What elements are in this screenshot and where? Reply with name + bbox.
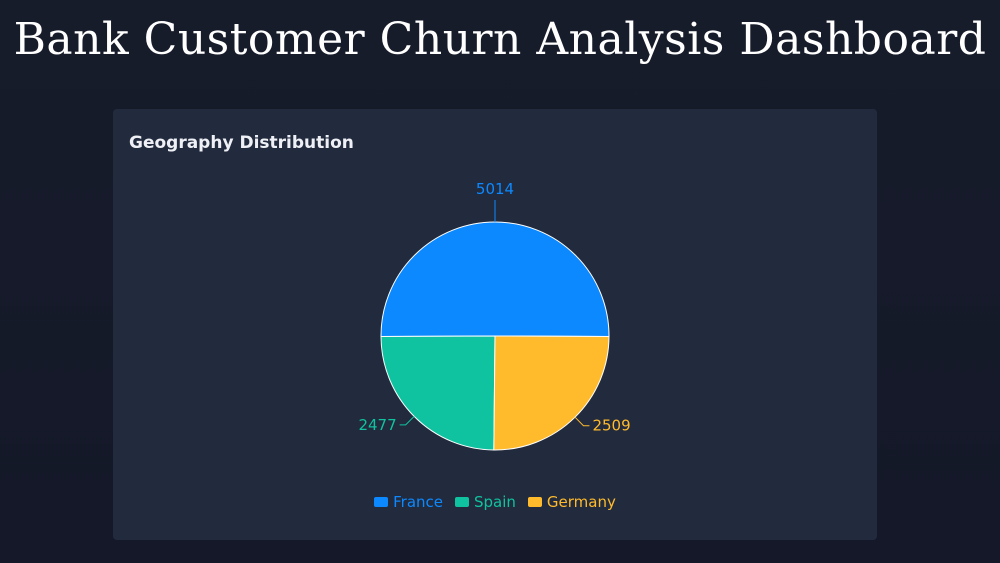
pie-slice-spain[interactable] (380, 335, 496, 451)
geography-chart-card: Geography Distribution 5014 2477 2509 Fran… (113, 109, 877, 540)
legend-item-germany[interactable]: Germany (527, 493, 616, 511)
legend-label-spain: Spain (474, 493, 516, 511)
legend-swatch-france (374, 497, 389, 507)
geography-pie-chart: 5014 2477 2509 (358, 180, 631, 451)
data-label-germany: 2509 (592, 417, 630, 435)
chart-legend: France Spain Germany (113, 493, 877, 511)
legend-item-spain[interactable]: Spain (455, 493, 516, 511)
dashboard-title: Bank Customer Churn Analysis Dashboard (13, 14, 987, 65)
legend-swatch-spain (455, 497, 469, 507)
data-label-france: 5014 (476, 180, 514, 198)
legend-label-germany: Germany (546, 493, 616, 511)
chart-title: Geography Distribution (129, 133, 354, 153)
pie-slice-germany[interactable] (493, 335, 610, 451)
legend-label-france: France (393, 493, 443, 511)
label-line-spain (399, 416, 415, 426)
label-line-germany (574, 416, 590, 427)
legend-item-france[interactable]: France (374, 493, 443, 511)
legend-swatch-germany (527, 497, 542, 507)
pie-slice-france[interactable] (380, 221, 610, 338)
data-label-spain: 2477 (358, 416, 396, 434)
